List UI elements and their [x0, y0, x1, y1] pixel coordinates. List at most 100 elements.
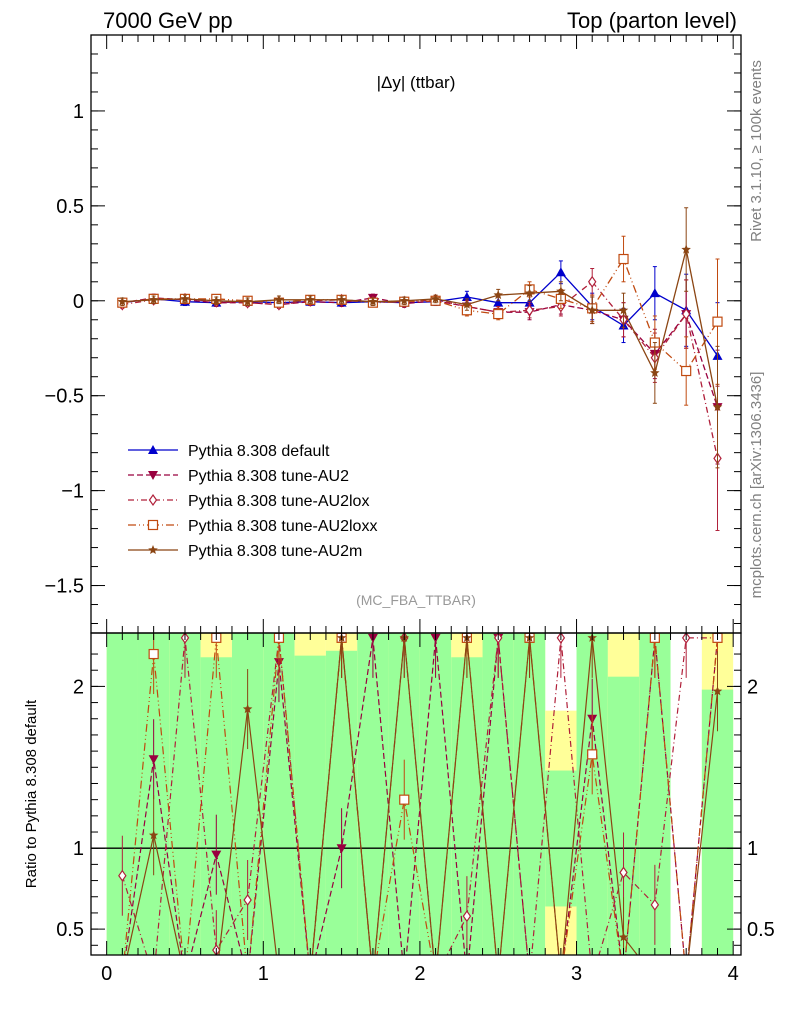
data-point-0-12 — [493, 297, 504, 307]
legend-marker-4 — [148, 545, 158, 554]
ratio-ytick-label: 2 — [73, 676, 84, 698]
main-ytick-label: 1 — [73, 101, 84, 123]
ratio-ytick-label-right: 0.5 — [747, 919, 775, 941]
ratio-xtick-label: 3 — [571, 963, 582, 985]
ratio-point-2-15 — [587, 749, 598, 760]
data-point-4-5 — [274, 294, 284, 304]
ratio-point-1-0 — [118, 869, 127, 882]
ratio-point-2-1 — [148, 648, 159, 660]
data-point-4-17 — [650, 367, 660, 377]
band-green-12 — [482, 633, 514, 955]
legend-label-3: Pythia 8.308 tune-AU2loxx — [188, 518, 377, 535]
data-point-2-15 — [587, 275, 597, 288]
ratio-point-3-19 — [712, 686, 723, 696]
data-point-4-16 — [618, 305, 629, 315]
main-ytick-label: −1 — [61, 481, 84, 503]
ratio-point-3-16 — [618, 932, 629, 942]
data-point-4-2 — [180, 293, 190, 303]
ratio-xtick-label: 0 — [101, 963, 112, 985]
ratio-xtick-label: 2 — [414, 963, 425, 985]
data-point-4-11 — [462, 299, 472, 309]
header-right: Top (parton level) — [567, 8, 737, 33]
data-point-4-18 — [681, 244, 691, 254]
band-green-8 — [357, 633, 389, 955]
series-3 — [117, 235, 723, 406]
data-point-4-14 — [556, 286, 566, 296]
series-line-1 — [122, 297, 719, 408]
ratio-point-1-17 — [650, 898, 660, 911]
ratio-point-1-11 — [462, 910, 472, 923]
band-green-10 — [419, 633, 452, 955]
data-point-4-9 — [399, 295, 409, 305]
legend-marker-1 — [148, 471, 158, 480]
main-ytick-label: 0.5 — [56, 196, 84, 218]
ratio-ytick-label: 0.5 — [56, 919, 84, 941]
band-green-2 — [169, 633, 201, 955]
axes-group: 1 0.5 0 −0.5 −1 −1.5 0 1 2 3 4 2 2 1 1 0.5 0.5 — [45, 34, 775, 985]
series-4 — [117, 207, 723, 469]
legend-label-1: Pythia 8.308 tune-AU2 — [188, 468, 349, 485]
legend-label-0: Pythia 8.308 default — [188, 443, 330, 460]
mcplots-label: mcplots.cern.ch [arXiv:1306.3436] — [748, 372, 765, 599]
band-green-18 — [701, 689, 734, 955]
data-point-4-19 — [712, 402, 723, 412]
data-point-3-18 — [681, 365, 692, 377]
data-point-4-8 — [368, 296, 378, 306]
analysis-annotation: (MC_FBA_TTBAR) — [356, 592, 476, 608]
series-line-3 — [122, 257, 719, 373]
ratio-ylabel: Ratio to Pythia 8.308 default — [23, 699, 40, 888]
series-1 — [117, 279, 723, 465]
header-left: 7000 GeV pp — [103, 8, 233, 33]
data-point-2-18 — [681, 308, 691, 321]
data-point-0-11 — [461, 291, 472, 301]
main-title-text: |Δy| (ttbar) — [377, 73, 456, 92]
ratio-xtick-label: 1 — [258, 963, 269, 985]
legend-marker-2 — [148, 493, 158, 507]
data-point-4-4 — [242, 296, 253, 306]
legend-label-4: Pythia 8.308 tune-AU2m — [188, 543, 362, 560]
legend: Pythia 8.308 default Pythia 8.308 tune-AU… — [128, 443, 377, 560]
data-point-4-1 — [148, 294, 159, 304]
ratio-line-3 — [126, 637, 719, 955]
series-0 — [117, 260, 723, 410]
legend-marker-3 — [147, 519, 159, 531]
band-green-7 — [325, 650, 358, 955]
series-line-4 — [122, 249, 719, 408]
ratio-point-3-4 — [242, 704, 253, 714]
data-point-3-16 — [618, 253, 629, 265]
data-point-4-13 — [524, 288, 535, 298]
ratio-line-2 — [123, 637, 719, 955]
rivet-version-label: Rivet 3.1.10, ≥ 100k events — [748, 60, 765, 242]
legend-label-2: Pythia 8.308 tune-AU2lox — [188, 493, 369, 510]
data-point-4-7 — [336, 294, 347, 304]
ratio-point-0-3 — [211, 850, 222, 860]
main-ytick-label: 0 — [73, 291, 84, 313]
data-point-3-12 — [493, 308, 504, 320]
ratio-uncertainty-bands — [91, 633, 741, 955]
legend-marker-0 — [148, 445, 158, 454]
series-line-2 — [122, 280, 719, 459]
data-point-4-10 — [430, 293, 441, 303]
data-point-4-12 — [493, 290, 503, 300]
series-line-0 — [122, 271, 719, 357]
ratio-point-0-1 — [148, 755, 159, 765]
series-2 — [118, 268, 722, 531]
band-green-14 — [545, 770, 577, 907]
ratio-point-1-4 — [243, 893, 252, 907]
ratio-xtick-label: 4 — [728, 963, 739, 985]
ratio-ytick-label-right: 2 — [747, 676, 758, 698]
data-point-4-6 — [305, 294, 315, 304]
ratio-point-2-9 — [399, 794, 410, 805]
data-point-4-15 — [587, 305, 597, 315]
ratio-point-3-1 — [148, 830, 159, 840]
band-green-3 — [200, 657, 232, 955]
data-point-4-3 — [211, 295, 222, 305]
ratio-ytick-label: 1 — [73, 838, 84, 860]
data-point-2-13 — [525, 304, 534, 317]
data-point-3-19 — [712, 316, 723, 327]
ratio-point-1-16 — [619, 866, 628, 879]
ratio-frame — [90, 632, 742, 956]
data-point-4-0 — [117, 296, 128, 306]
